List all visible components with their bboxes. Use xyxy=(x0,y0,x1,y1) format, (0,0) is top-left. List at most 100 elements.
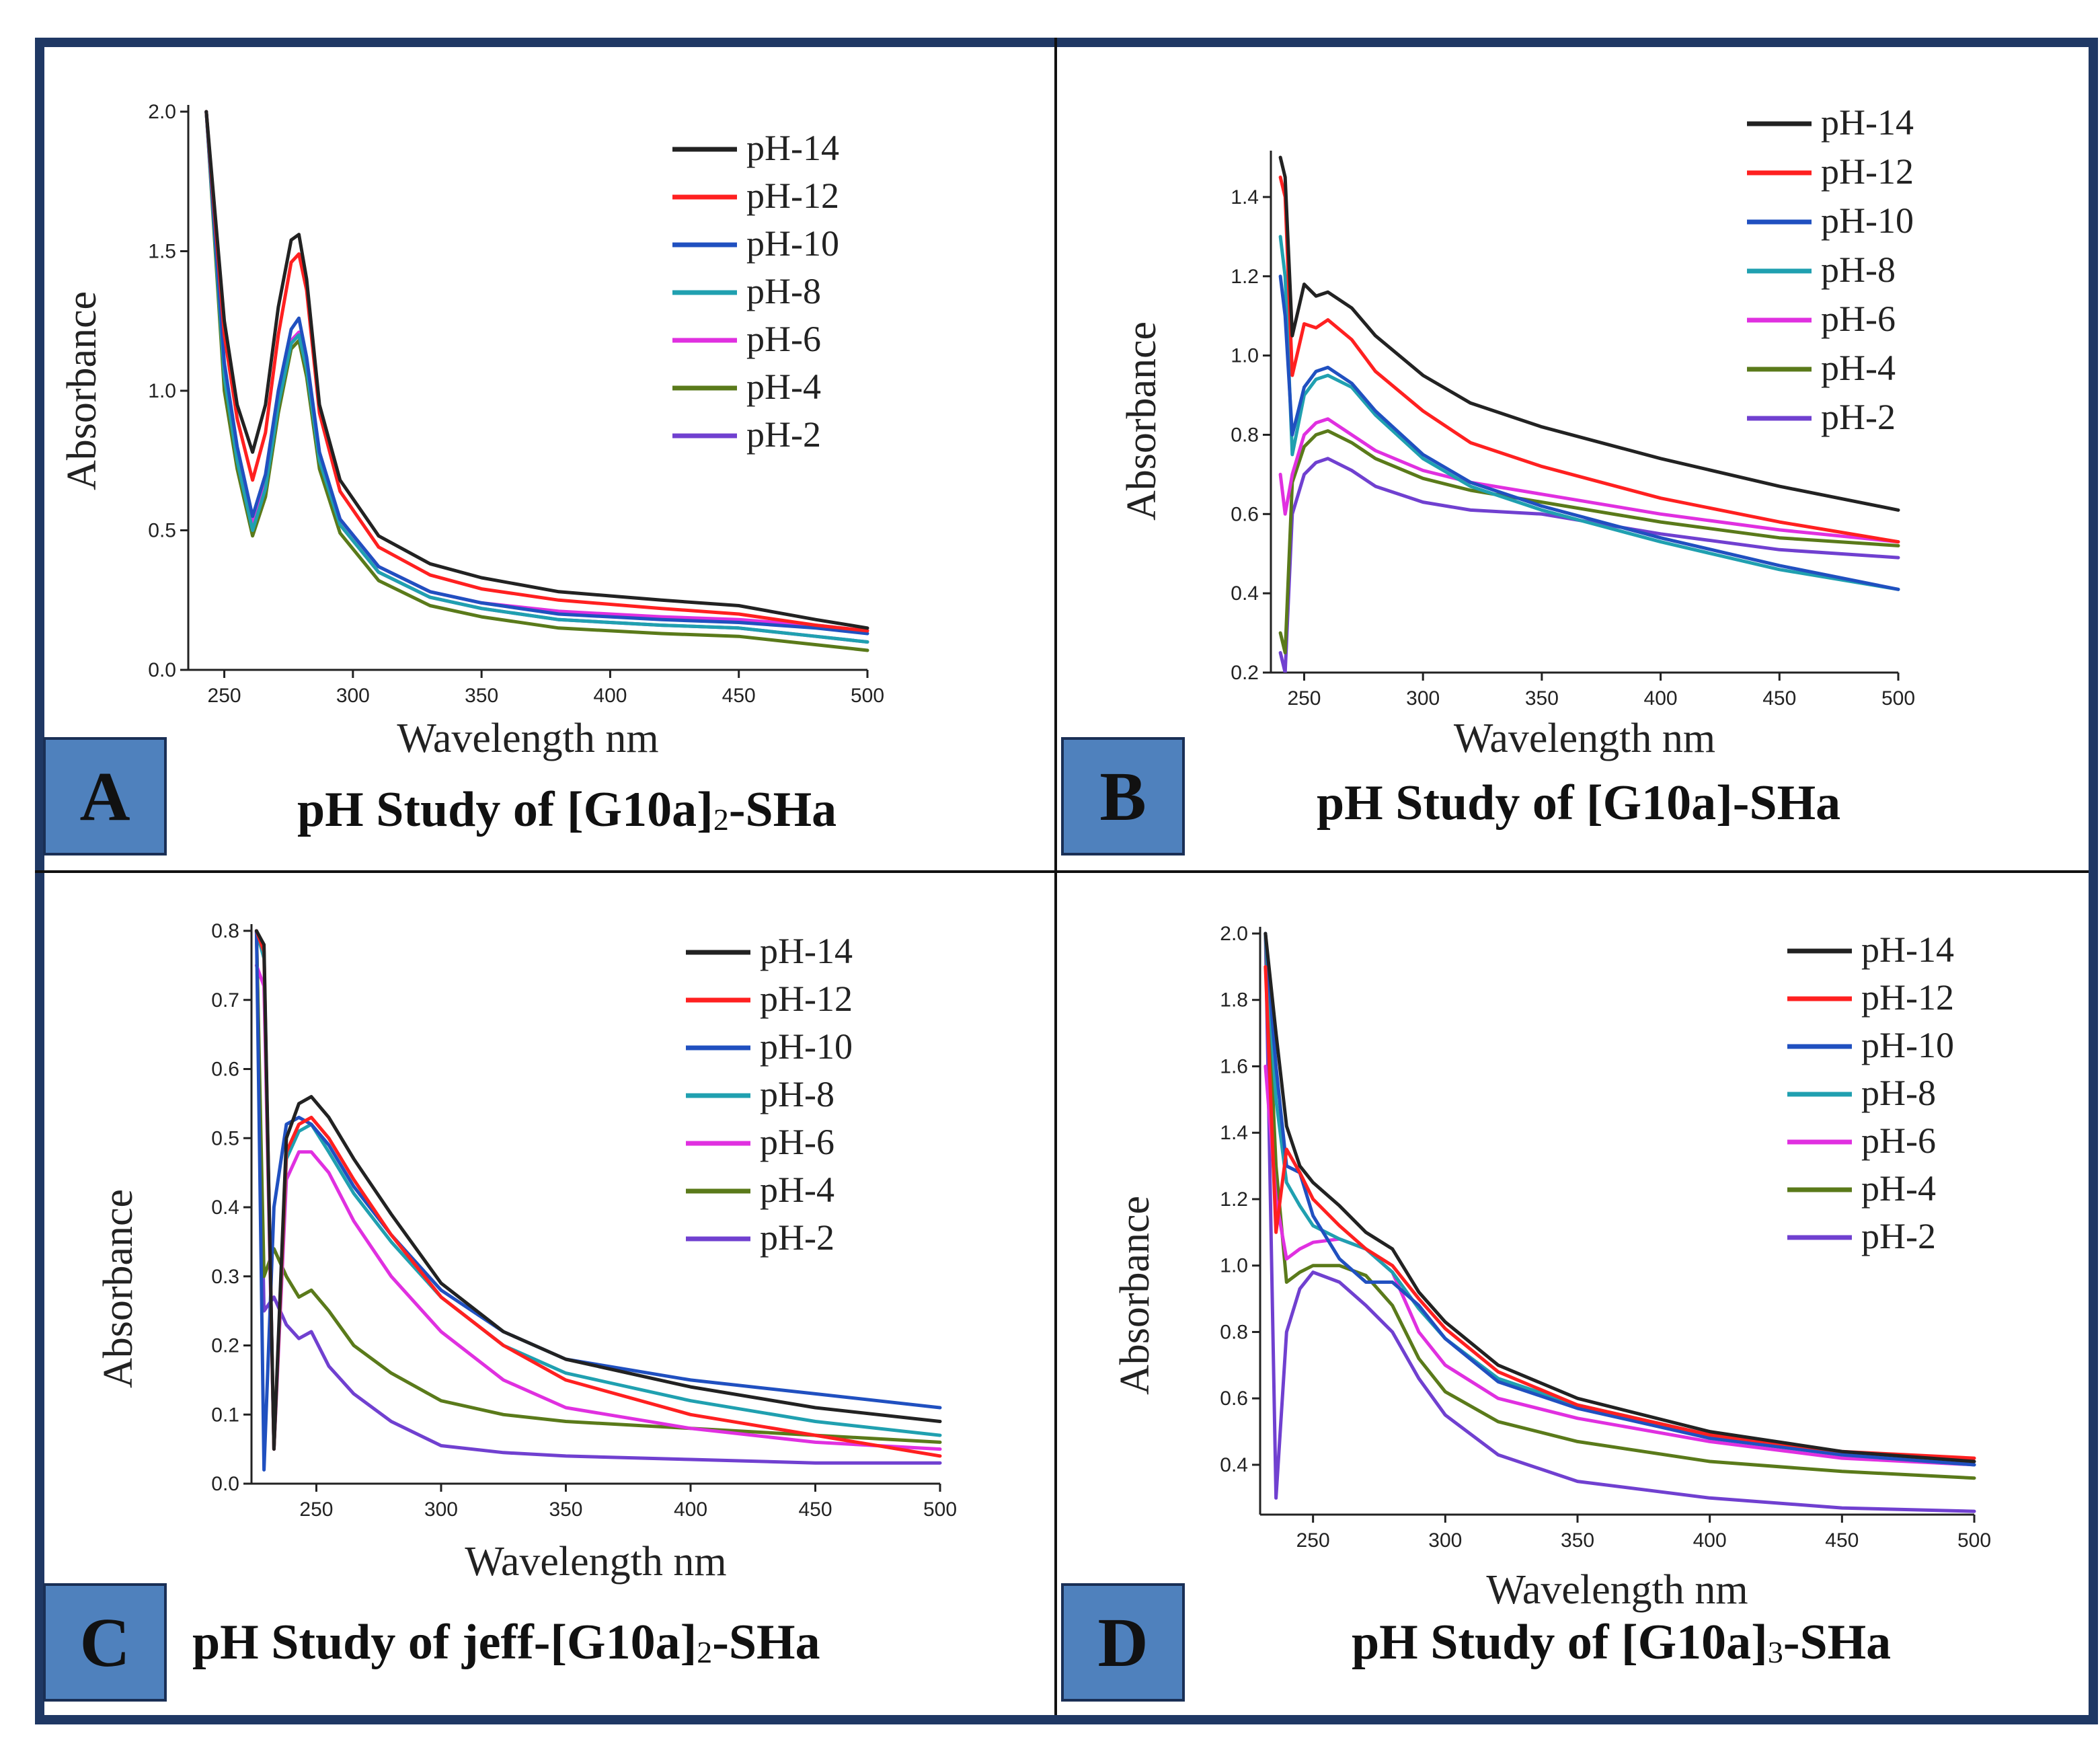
panel-a-title: pH Study of [G10a]2-SHa xyxy=(297,782,837,839)
legend-label-ph-2: pH-2 xyxy=(1861,1216,1936,1256)
series-line-ph-8 xyxy=(204,110,869,644)
y-tick-label: 2.0 xyxy=(148,101,176,123)
y-tick-label: 0.1 xyxy=(211,1404,239,1426)
chart-b-svg: 250 300 350 400 450 500 0.2 0.4 0.6 0.8 1.0 1.2 1.4 W… xyxy=(1119,102,1915,761)
x-tick-label: 500 xyxy=(923,1498,957,1521)
x-tick-label: 350 xyxy=(549,1498,582,1521)
panel-b-title: pH Study of [G10a]-SHa xyxy=(1317,775,1840,832)
series-line-ph-14 xyxy=(254,929,942,1451)
x-tick-label: 300 xyxy=(1428,1529,1462,1552)
y-tick-label: 0.5 xyxy=(211,1127,239,1149)
y-tick-label: 0.4 xyxy=(1220,1454,1248,1476)
legend-label-ph-6: pH-6 xyxy=(746,319,821,359)
y-tick-label: 1.0 xyxy=(148,380,176,402)
legend-label-ph-6: pH-6 xyxy=(760,1122,834,1162)
panel-c-title-main: pH Study of jeff-[G10a] xyxy=(192,1615,697,1670)
legend-label-ph-8: pH-8 xyxy=(760,1074,834,1114)
y-axis-label-c: Absorbance xyxy=(95,1189,141,1388)
y-tick-label: 0.0 xyxy=(211,1473,239,1495)
y-tick-label: 0.2 xyxy=(1231,662,1259,684)
legend-label-ph-8: pH-8 xyxy=(746,271,821,311)
x-tick-label: 250 xyxy=(299,1498,333,1521)
y-tick-label: 0.8 xyxy=(1231,424,1259,446)
y-tick-label: 0.8 xyxy=(211,920,239,942)
y-axis-label-d: Absorbance xyxy=(1112,1196,1158,1395)
x-tick-label: 250 xyxy=(1287,687,1321,710)
legend-label-ph-12: pH-12 xyxy=(760,979,853,1019)
panel-b-title-main: pH Study of [G10a]-SHa xyxy=(1317,775,1841,831)
chart-a-svg: 250 300 350 400 450 500 0.0 0.5 1.0 1.5 2.0 Wavelen… xyxy=(59,101,884,761)
y-tick-label: 1.0 xyxy=(1231,345,1259,367)
x-tick-label: 300 xyxy=(1406,687,1440,710)
x-tick-label: 450 xyxy=(1825,1529,1859,1552)
x-tick-label: 400 xyxy=(674,1498,707,1521)
series-line-ph-10 xyxy=(1263,931,1976,1467)
legend-label-ph-8: pH-8 xyxy=(1821,250,1896,290)
panel-d-title-tail: -SHa xyxy=(1783,1615,1892,1670)
x-axis-label-d: Wavelength nm xyxy=(1486,1567,1748,1613)
x-tick-label: 500 xyxy=(1957,1529,1991,1552)
legend-label-ph-4: pH-4 xyxy=(1861,1168,1936,1209)
legend-label-ph-10: pH-10 xyxy=(1861,1025,1954,1065)
x-tick-label: 400 xyxy=(1644,687,1678,710)
x-axis-label-b: Wavelength nm xyxy=(1454,716,1715,761)
badge-b: B xyxy=(1061,737,1185,855)
panel-d-title: pH Study of [G10a]3-SHa xyxy=(1352,1614,1891,1671)
legend-label-ph-4: pH-4 xyxy=(760,1170,834,1210)
panel-a-title-main: pH Study of [G10a] xyxy=(297,782,713,837)
panel-a: 250 300 350 400 450 500 0.0 0.5 1.0 1.5 2.0 Wavelen… xyxy=(40,44,1049,865)
legend-label-ph-2: pH-2 xyxy=(746,414,821,455)
legend-label-ph-14: pH-14 xyxy=(760,931,853,971)
series-line-ph-2 xyxy=(1263,931,1976,1513)
legend-label-ph-2: pH-2 xyxy=(760,1217,834,1258)
x-tick-label: 400 xyxy=(1693,1529,1727,1552)
panel-c-title-sub: 2 xyxy=(697,1635,713,1669)
panel-c: 250 300 350 400 450 500 0.0 0.1 0.2 0.3 0.4 0.5 0.6 0… xyxy=(40,876,1049,1702)
panel-b: 250 300 350 400 450 500 0.2 0.4 0.6 0.8 1.0 1.2 1.4 W… xyxy=(1061,44,2070,865)
x-tick-label: 350 xyxy=(1525,687,1559,710)
series-line-ph-8 xyxy=(1278,235,1900,591)
y-tick-label: 0.5 xyxy=(148,520,176,542)
x-tick-label: 450 xyxy=(798,1498,832,1521)
y-tick-label: 1.4 xyxy=(1231,186,1259,208)
legend-label-ph-4: pH-4 xyxy=(1821,348,1896,388)
legend-label-ph-10: pH-10 xyxy=(746,223,839,264)
y-tick-label: 0.7 xyxy=(211,989,239,1012)
series-line-ph-4 xyxy=(1263,931,1976,1480)
badge-c: C xyxy=(43,1583,167,1702)
panel-a-title-sub: 2 xyxy=(713,802,729,837)
legend-label-ph-8: pH-8 xyxy=(1861,1073,1936,1113)
series-line-ph-12 xyxy=(204,110,869,633)
panel-c-title: pH Study of jeff-[G10a]2-SHa xyxy=(192,1614,820,1671)
y-tick-label: 1.2 xyxy=(1220,1188,1248,1211)
legend-label-ph-10: pH-10 xyxy=(760,1026,853,1067)
legend-label-ph-2: pH-2 xyxy=(1821,397,1896,437)
x-tick-label: 250 xyxy=(1296,1529,1330,1552)
panel-d-title-main: pH Study of [G10a] xyxy=(1352,1615,1768,1670)
y-tick-label: 0.4 xyxy=(211,1196,239,1219)
vertical-divider xyxy=(1054,38,1057,1715)
y-axis-label-b: Absorbance xyxy=(1119,321,1165,521)
series-line-ph-10 xyxy=(1278,274,1900,591)
plot-area-c xyxy=(254,929,942,1472)
legend-label-ph-12: pH-12 xyxy=(1821,151,1914,192)
legend-label-ph-14: pH-14 xyxy=(1861,929,1954,970)
plot-area-a xyxy=(204,110,869,652)
x-tick-label: 450 xyxy=(722,685,756,707)
legend-label-ph-6: pH-6 xyxy=(1861,1120,1936,1161)
series-line-ph-2 xyxy=(1278,457,1900,673)
series-line-ph-14 xyxy=(1278,155,1900,512)
series-line-ph-12 xyxy=(1263,964,1976,1460)
series-line-ph-4 xyxy=(1278,429,1900,654)
panel-d: 250 300 350 400 450 500 0.4 0.6 0.8 1.0 1.2 1.4 1.6 1… xyxy=(1061,876,2070,1702)
plot-area-d xyxy=(1263,931,1976,1513)
legend-label-ph-12: pH-12 xyxy=(746,176,839,216)
x-tick-label: 500 xyxy=(1881,687,1915,710)
x-tick-label: 400 xyxy=(593,685,627,707)
series-line-ph-6 xyxy=(1278,417,1900,544)
series-line-ph-14 xyxy=(204,110,869,630)
panel-d-title-sub: 3 xyxy=(1767,1635,1783,1669)
legend-label-ph-12: pH-12 xyxy=(1861,977,1954,1018)
x-tick-label: 450 xyxy=(1762,687,1796,710)
series-line-ph-10 xyxy=(254,929,942,1472)
